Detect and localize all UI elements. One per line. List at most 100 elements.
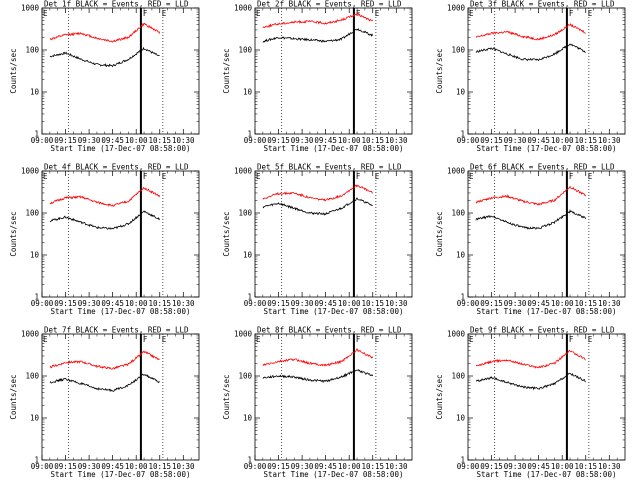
events-series-line xyxy=(49,46,160,68)
events-series-line xyxy=(262,197,373,216)
x-tick-label: 10:30 xyxy=(598,462,621,471)
flag-e-label: E xyxy=(256,172,261,181)
x-tick-label: 09:15 xyxy=(480,136,503,145)
flag-f-label: F xyxy=(143,335,148,344)
y-tick-label: 10 xyxy=(456,251,466,260)
x-tick-label: 09:00 xyxy=(31,462,54,471)
y-axis-label: Counts/sec xyxy=(222,48,231,93)
x-tick-label: 09:15 xyxy=(54,462,77,471)
events-series-line xyxy=(262,28,374,43)
lld-series-line xyxy=(49,22,161,43)
flag-f-label: F xyxy=(569,335,574,344)
events-series-line xyxy=(475,372,586,391)
flag-e-label: E xyxy=(469,9,474,18)
y-tick-label: 1000 xyxy=(21,330,40,339)
lld-series-line xyxy=(475,23,586,41)
x-tick-label: 09:15 xyxy=(54,299,77,308)
y-axis-label: Counts/sec xyxy=(222,211,231,256)
x-tick-label: 09:30 xyxy=(504,136,527,145)
x-axis-label: Start Time (17-Dec-07 08:58:00) xyxy=(477,470,617,479)
x-tick-label: 09:45 xyxy=(527,299,550,308)
y-tick-label: 100 xyxy=(25,209,39,218)
lld-series-line xyxy=(475,349,586,369)
panel-title: Det 7f BLACK = Events, RED = LLD xyxy=(44,326,189,335)
x-tick-label: 09:45 xyxy=(101,136,124,145)
x-tick-label: 09:00 xyxy=(457,136,480,145)
flag-e-label: E xyxy=(43,172,48,181)
panel-det-7: Det 7f BLACK = Events, RED = LLD 1 10 100 10… xyxy=(9,326,200,479)
flag-e-label: E xyxy=(43,9,48,18)
x-tick-label: 09:15 xyxy=(54,136,77,145)
x-tick-label: 09:45 xyxy=(314,136,337,145)
plot-frame xyxy=(467,7,626,135)
x-axis-label: Start Time (17-Dec-07 08:58:00) xyxy=(264,470,404,479)
x-tick-label: 09:30 xyxy=(291,136,314,145)
events-series-line xyxy=(475,43,586,62)
panel-title: Det 3f BLACK = Events, RED = LLD xyxy=(470,0,615,9)
x-axis-label: Start Time (17-Dec-07 08:58:00) xyxy=(477,307,617,316)
plot-frame xyxy=(41,170,200,298)
x-tick-label: 09:00 xyxy=(244,299,267,308)
x-axis-label: Start Time (17-Dec-07 08:58:00) xyxy=(477,144,617,153)
y-tick-label: 100 xyxy=(25,46,39,55)
y-axis-label: Counts/sec xyxy=(9,48,18,93)
x-tick-label: 10:15 xyxy=(361,136,384,145)
x-tick-label: 09:30 xyxy=(504,299,527,308)
lld-series-line xyxy=(262,184,373,202)
y-tick-label: 100 xyxy=(238,209,252,218)
flag-f-label: F xyxy=(569,172,574,181)
x-axis-label: Start Time (17-Dec-07 08:58:00) xyxy=(264,307,404,316)
x-tick-label: 10:00 xyxy=(125,462,148,471)
lld-series-line xyxy=(262,347,374,367)
flag-f-label: F xyxy=(356,335,361,344)
x-tick-label: 09:45 xyxy=(314,299,337,308)
y-tick-label: 1000 xyxy=(234,330,253,339)
x-axis-label: Start Time (17-Dec-07 08:58:00) xyxy=(51,144,191,153)
y-tick-label: 100 xyxy=(238,372,252,381)
x-tick-label: 10:00 xyxy=(551,299,574,308)
panel-title: Det 2f BLACK = Events, RED = LLD xyxy=(257,0,402,9)
x-tick-label: 10:30 xyxy=(172,462,195,471)
plot-frame xyxy=(254,170,413,298)
panel-det-3: Det 3f BLACK = Events, RED = LLD 1 10 100 10… xyxy=(435,0,626,153)
y-tick-label: 1000 xyxy=(447,4,466,13)
x-tick-label: 09:45 xyxy=(527,462,550,471)
panel-title: Det 9f BLACK = Events, RED = LLD xyxy=(470,326,615,335)
events-series-line xyxy=(262,369,374,384)
x-tick-label: 10:00 xyxy=(338,462,361,471)
y-tick-label: 1 xyxy=(247,130,252,139)
y-tick-label: 10 xyxy=(243,88,253,97)
flag-e-label: E xyxy=(588,9,593,18)
x-tick-label: 10:30 xyxy=(598,299,621,308)
lld-series-line xyxy=(49,186,161,207)
x-tick-label: 10:15 xyxy=(574,136,597,145)
flag-f-label: F xyxy=(569,9,574,18)
y-tick-label: 1 xyxy=(247,456,252,465)
flag-e-label: E xyxy=(162,335,167,344)
y-tick-label: 100 xyxy=(451,372,465,381)
y-tick-label: 1000 xyxy=(234,167,253,176)
y-axis-label: Counts/sec xyxy=(435,211,444,256)
flag-e-label: E xyxy=(162,172,167,181)
y-tick-label: 100 xyxy=(238,46,252,55)
lld-series-line xyxy=(475,185,587,206)
y-tick-label: 1 xyxy=(247,293,252,302)
y-tick-label: 1000 xyxy=(447,330,466,339)
x-axis-label: Start Time (17-Dec-07 08:58:00) xyxy=(51,470,191,479)
y-tick-label: 1000 xyxy=(21,4,40,13)
y-tick-label: 1000 xyxy=(21,167,40,176)
y-axis-label: Counts/sec xyxy=(435,374,444,419)
x-tick-label: 09:30 xyxy=(504,462,527,471)
x-tick-label: 09:15 xyxy=(267,462,290,471)
x-tick-label: 10:15 xyxy=(574,462,597,471)
flag-e-label: E xyxy=(588,172,593,181)
flag-e-label: E xyxy=(43,335,48,344)
y-tick-label: 10 xyxy=(30,414,40,423)
x-tick-label: 10:15 xyxy=(361,299,384,308)
flag-e-label: E xyxy=(588,335,593,344)
x-tick-label: 09:30 xyxy=(78,462,101,471)
y-tick-label: 1000 xyxy=(447,167,466,176)
flag-e-label: E xyxy=(256,335,261,344)
panel-title: Det 6f BLACK = Events, RED = LLD xyxy=(470,163,615,172)
